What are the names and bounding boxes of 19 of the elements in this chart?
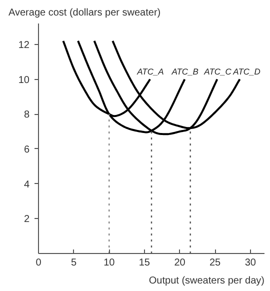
- y-tick-label: 8: [24, 110, 30, 121]
- y-tick-label: 12: [18, 40, 30, 51]
- x-tick-label: 15: [138, 258, 150, 268]
- series-label: ATC_A: [136, 66, 164, 76]
- series-label: ATC_B: [170, 66, 199, 76]
- y-tick-label: 6: [24, 144, 30, 156]
- x-tick-label: 25: [210, 258, 222, 268]
- y-tick-label: 2: [24, 214, 30, 226]
- series-label: ATC_C: [203, 66, 232, 76]
- x-tick-label: 20: [174, 258, 186, 268]
- y-tick-label: 10: [18, 74, 30, 86]
- x-axis-title: Output (sweaters per day): [148, 276, 265, 286]
- x-tick-label: 10: [104, 258, 116, 268]
- x-tick-label: 0: [36, 258, 42, 268]
- x-tick-label: 5: [71, 258, 78, 268]
- y-tick-label: 4: [24, 179, 30, 190]
- y-axis-title: Average cost (dollars per sweater): [8, 8, 161, 18]
- series-label: ATC_D: [232, 66, 260, 76]
- x-tick-label: 30: [244, 258, 256, 268]
